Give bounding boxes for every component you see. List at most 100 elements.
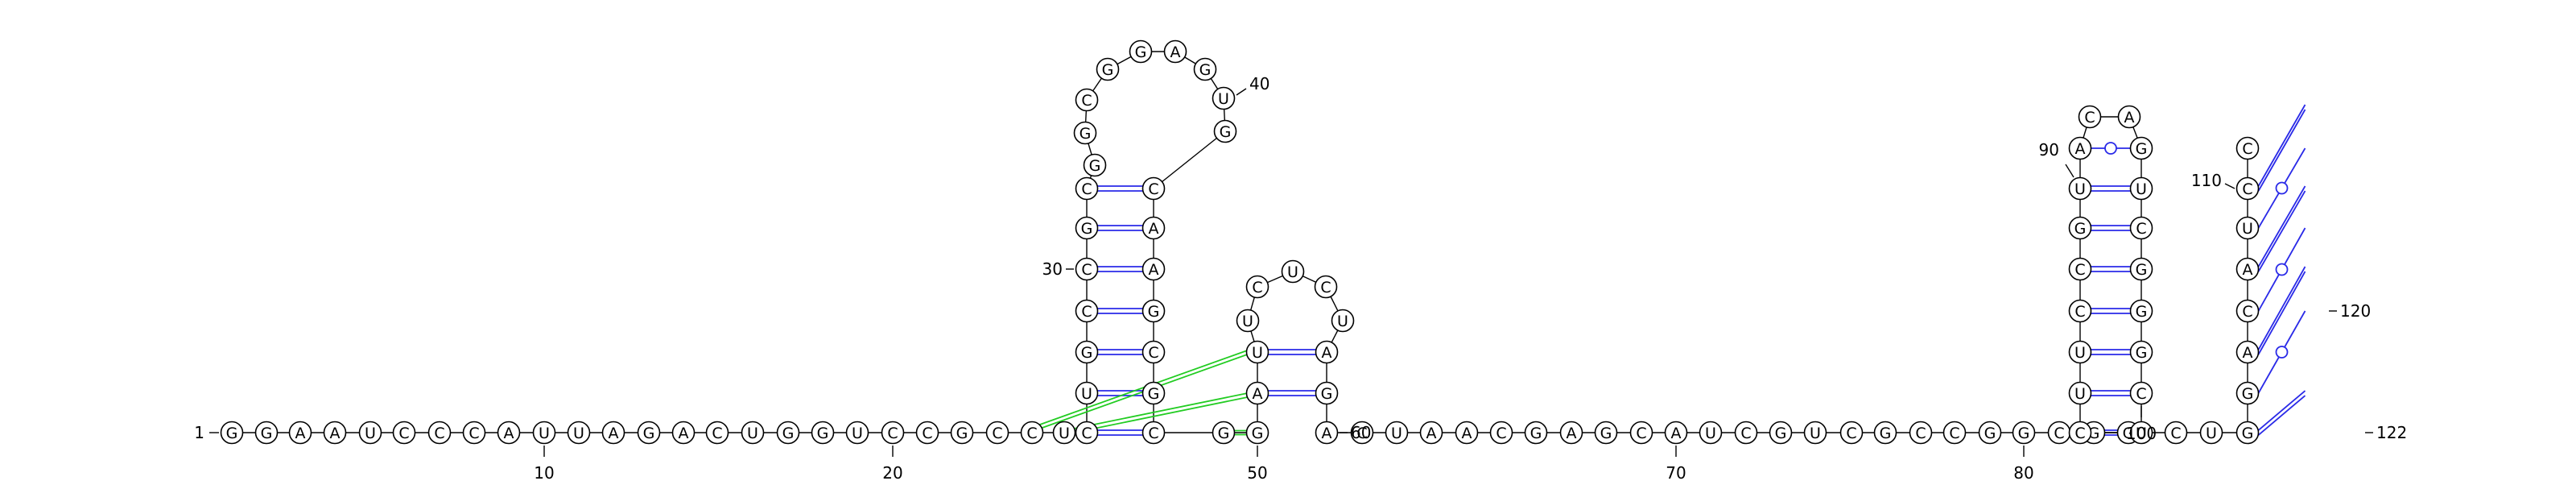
nucleotide-100: C xyxy=(2129,381,2153,405)
nucleotide-34: G xyxy=(1073,121,1097,145)
nucleotide-letter: C xyxy=(1148,344,1158,362)
nucleotide-letter: G xyxy=(1218,425,1230,442)
nucleotide-letter: U xyxy=(1081,385,1092,403)
nucleotide-circle xyxy=(1942,421,1967,445)
nucleotide-letter: G xyxy=(2018,425,2030,442)
nucleotide-letter: C xyxy=(1915,425,1926,442)
nucleotide-circle xyxy=(705,421,729,445)
nucleotide-letter: C xyxy=(1252,279,1262,296)
nucleotide-letter: C xyxy=(1148,425,1158,442)
nucleotide-letter: C xyxy=(712,425,722,442)
nucleotide-9: A xyxy=(497,421,521,445)
position-label: 90 xyxy=(2039,140,2059,160)
nucleotide-49: G xyxy=(1212,421,1236,445)
position-label: 100 xyxy=(2126,424,2157,443)
pseudoknot-line xyxy=(1063,390,1258,432)
base-pairs xyxy=(1097,104,2306,436)
nucleotide-20: C xyxy=(881,421,905,445)
nucleotide-98: G xyxy=(2129,299,2153,323)
nucleotide-28: G xyxy=(1075,340,1099,364)
position-label: 1 xyxy=(194,423,204,442)
nucleotide-14: A xyxy=(671,421,696,445)
nucleotide-56: C xyxy=(1314,275,1338,299)
nucleotide-78: C xyxy=(1942,421,1967,445)
nucleotide-letter: G xyxy=(643,425,655,442)
nucleotide-circle xyxy=(1245,275,1269,299)
nucleotide-circle xyxy=(776,421,800,445)
nucleotide-letter: G xyxy=(1135,44,1147,61)
nucleotide-circle xyxy=(2199,421,2223,445)
nucleotide-circle xyxy=(1141,299,1166,323)
nucleotide-letter: G xyxy=(1880,425,1892,442)
nucleotide-circle xyxy=(811,421,835,445)
nucleotide-letter: C xyxy=(922,425,932,442)
nucleotide-circle xyxy=(2012,421,2036,445)
nucleotide-25: U xyxy=(1052,421,1076,445)
nucleotide-31: G xyxy=(1075,216,1099,240)
nucleotide-circle xyxy=(1193,57,1217,81)
nucleotide-letter: G xyxy=(1252,425,1264,442)
nucleotide-circle xyxy=(2068,257,2092,281)
nucleotide-103: U xyxy=(2199,421,2223,445)
nucleotide-circle xyxy=(950,421,974,445)
nucleotide-circle xyxy=(1129,39,1153,64)
nucleotide-73: G xyxy=(1769,421,1793,445)
nucleotide-circle xyxy=(671,421,696,445)
nucleotide-17: G xyxy=(776,421,800,445)
nucleotide-51: A xyxy=(1245,381,1269,405)
nucleotide-circle xyxy=(2129,176,2153,201)
nucleotide-letter: A xyxy=(1149,261,1159,279)
nucleotide-circle xyxy=(1052,421,1076,445)
nucleotide-57: U xyxy=(1331,309,1355,333)
nucleotide-circle xyxy=(1839,421,1864,445)
nucleotide-101: U xyxy=(2129,421,2153,445)
nucleotide-2: G xyxy=(254,421,279,445)
nucleotide-15: C xyxy=(705,421,729,445)
nucleotide-circle xyxy=(532,421,556,445)
position-label: 10 xyxy=(534,463,554,483)
nucleotide-circle xyxy=(323,421,347,445)
nucleotide-letter: A xyxy=(609,425,619,442)
nucleotide-circle xyxy=(1020,421,1044,445)
position-label: 40 xyxy=(1249,74,1269,93)
nucleotide-letter: C xyxy=(398,425,409,442)
nucleotide-circle xyxy=(637,421,661,445)
nucleotide-letter: G xyxy=(226,425,238,442)
nucleotide-6: C xyxy=(392,421,416,445)
nucleotide-letter: U xyxy=(1252,344,1263,362)
nucleotide-35: C xyxy=(1075,88,1099,112)
nucleotide-63: A xyxy=(1419,421,1443,445)
nucleotide-68: G xyxy=(1594,421,1618,445)
nucleotide-42: C xyxy=(1141,176,1166,201)
nucleotide-67: A xyxy=(1559,421,1583,445)
nucleotide-circle xyxy=(1629,421,1653,445)
nucleotide-letter: G xyxy=(1321,385,1333,403)
nucleotide-circle xyxy=(1141,421,1166,445)
nucleotide-circle xyxy=(845,421,869,445)
base-pair-line xyxy=(2257,190,2306,272)
nucleotide-letter: C xyxy=(2074,425,2085,442)
base-pair-line xyxy=(2257,104,2306,187)
nucleotide-circle xyxy=(1455,421,1479,445)
nucleotide-44: A xyxy=(1141,257,1166,281)
nucleotide-79: G xyxy=(1978,421,2002,445)
nucleotide-letter: C xyxy=(1846,425,1856,442)
nucleotide-38: A xyxy=(1163,39,1187,64)
nucleotide-letter: G xyxy=(2136,303,2148,321)
nucleotide-circle xyxy=(358,421,382,445)
nucleotide-circle xyxy=(1075,216,1099,240)
nucleotide-37: G xyxy=(1129,39,1153,64)
nucleotide-91: A xyxy=(2068,136,2092,160)
nucleotide-letter: A xyxy=(1322,425,1332,442)
nucleotide-circle xyxy=(2164,421,2188,445)
nucleotide-61: C xyxy=(1350,421,1374,445)
nucleotide-letter: G xyxy=(1148,385,1160,403)
nucleotide-letter: U xyxy=(1059,425,1070,442)
nucleotide-letter: C xyxy=(1081,303,1092,321)
nucleotide-circle xyxy=(1909,421,1933,445)
nucleotide-30: C xyxy=(1075,257,1099,281)
nucleotide-circle xyxy=(567,421,591,445)
backbone xyxy=(232,51,2248,433)
nucleotide-93: A xyxy=(2117,105,2141,129)
